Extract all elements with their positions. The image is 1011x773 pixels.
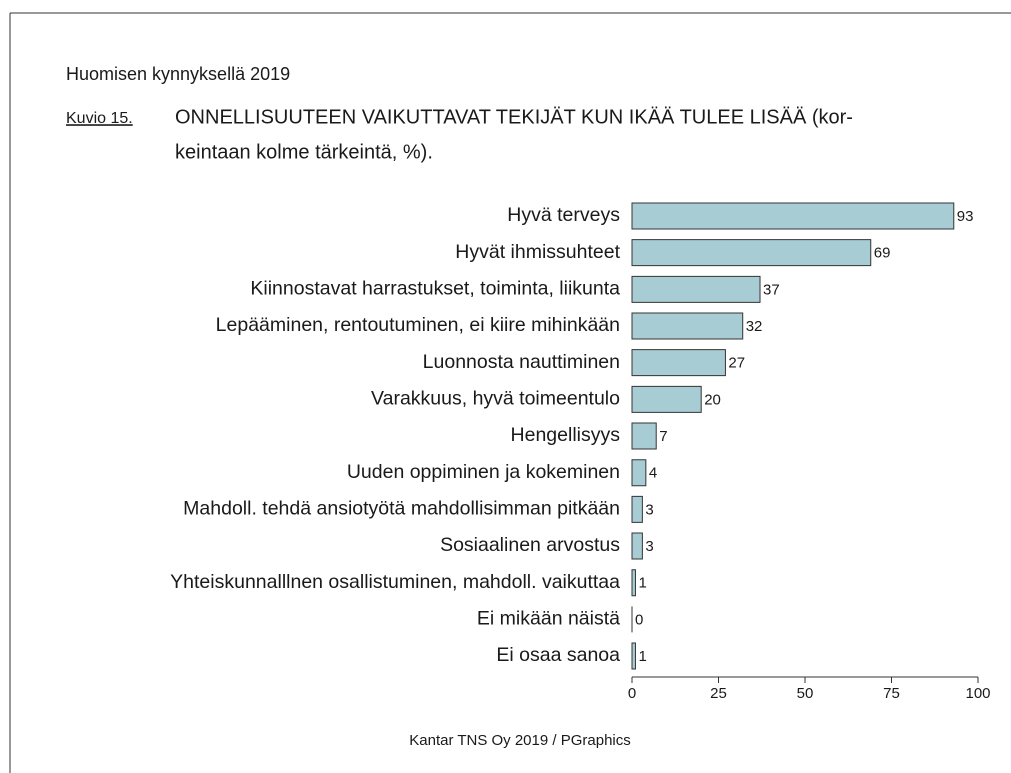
figure-label: Kuvio 15. [66,110,133,127]
y-tick-label: Hengellisyys [511,424,621,446]
y-tick-label: Luonnosta nauttiminen [423,351,620,373]
value-label: 37 [763,281,780,298]
x-tick-label: 100 [965,685,990,702]
x-tick-label: 0 [628,685,636,702]
value-label: 7 [659,428,667,445]
chart-title: keintaan kolme tärkeintä, %). [175,141,433,163]
bar [631,312,744,340]
y-tick-label: Ei osaa sanoa [496,644,620,666]
bar [631,459,647,487]
value-label: 93 [957,208,974,225]
value-label: 3 [645,538,653,555]
y-tick-label: Hyvät ihmissuhteet [455,241,620,263]
header: Huomisen kynnyksellä 2019 [66,64,290,84]
y-tick-label: Yhteiskunnalllnen osallistuminen, mahdol… [170,571,620,593]
y-tick-label: Sosiaalinen arvostus [440,534,620,556]
bar [631,569,636,597]
value-label: 27 [728,355,745,372]
value-label: 1 [638,648,646,665]
value-label: 32 [746,318,763,335]
bar [631,642,636,670]
y-tick-label: Kiinnostavat harrastukset, toiminta, lii… [250,277,620,299]
bar [631,349,726,377]
chart-title: ONNELLISUUTEEN VAIKUTTAVAT TEKIJÄT KUN I… [175,106,853,128]
y-tick-label: Hyvä terveys [507,204,620,226]
value-label: 69 [874,245,891,262]
bar [631,422,657,450]
value-label: 20 [704,391,721,408]
x-tick-label: 25 [710,685,727,702]
y-tick-label: Lepääminen, rentoutuminen, ei kiire mihi… [216,314,620,336]
bar [631,495,643,523]
bar [631,532,643,560]
y-tick-label: Uuden oppiminen ja kokeminen [347,461,620,483]
value-label: 3 [645,501,653,518]
value-label: 0 [635,611,643,628]
bar [631,239,872,267]
bar [631,275,761,303]
bar [631,202,955,230]
y-tick-label: Varakkuus, hyvä toimeentulo [371,388,620,410]
y-tick-label: Mahdoll. tehdä ansiotyötä mahdollisimman… [183,498,620,520]
y-tick-label: Ei mikään näistä [477,608,620,630]
value-label: 1 [638,575,646,592]
value-label: 4 [649,465,657,482]
source: Kantar TNS Oy 2019 / PGraphics [409,732,631,749]
x-tick-label: 75 [883,685,900,702]
bar [631,385,702,413]
x-tick-label: 50 [797,685,814,702]
